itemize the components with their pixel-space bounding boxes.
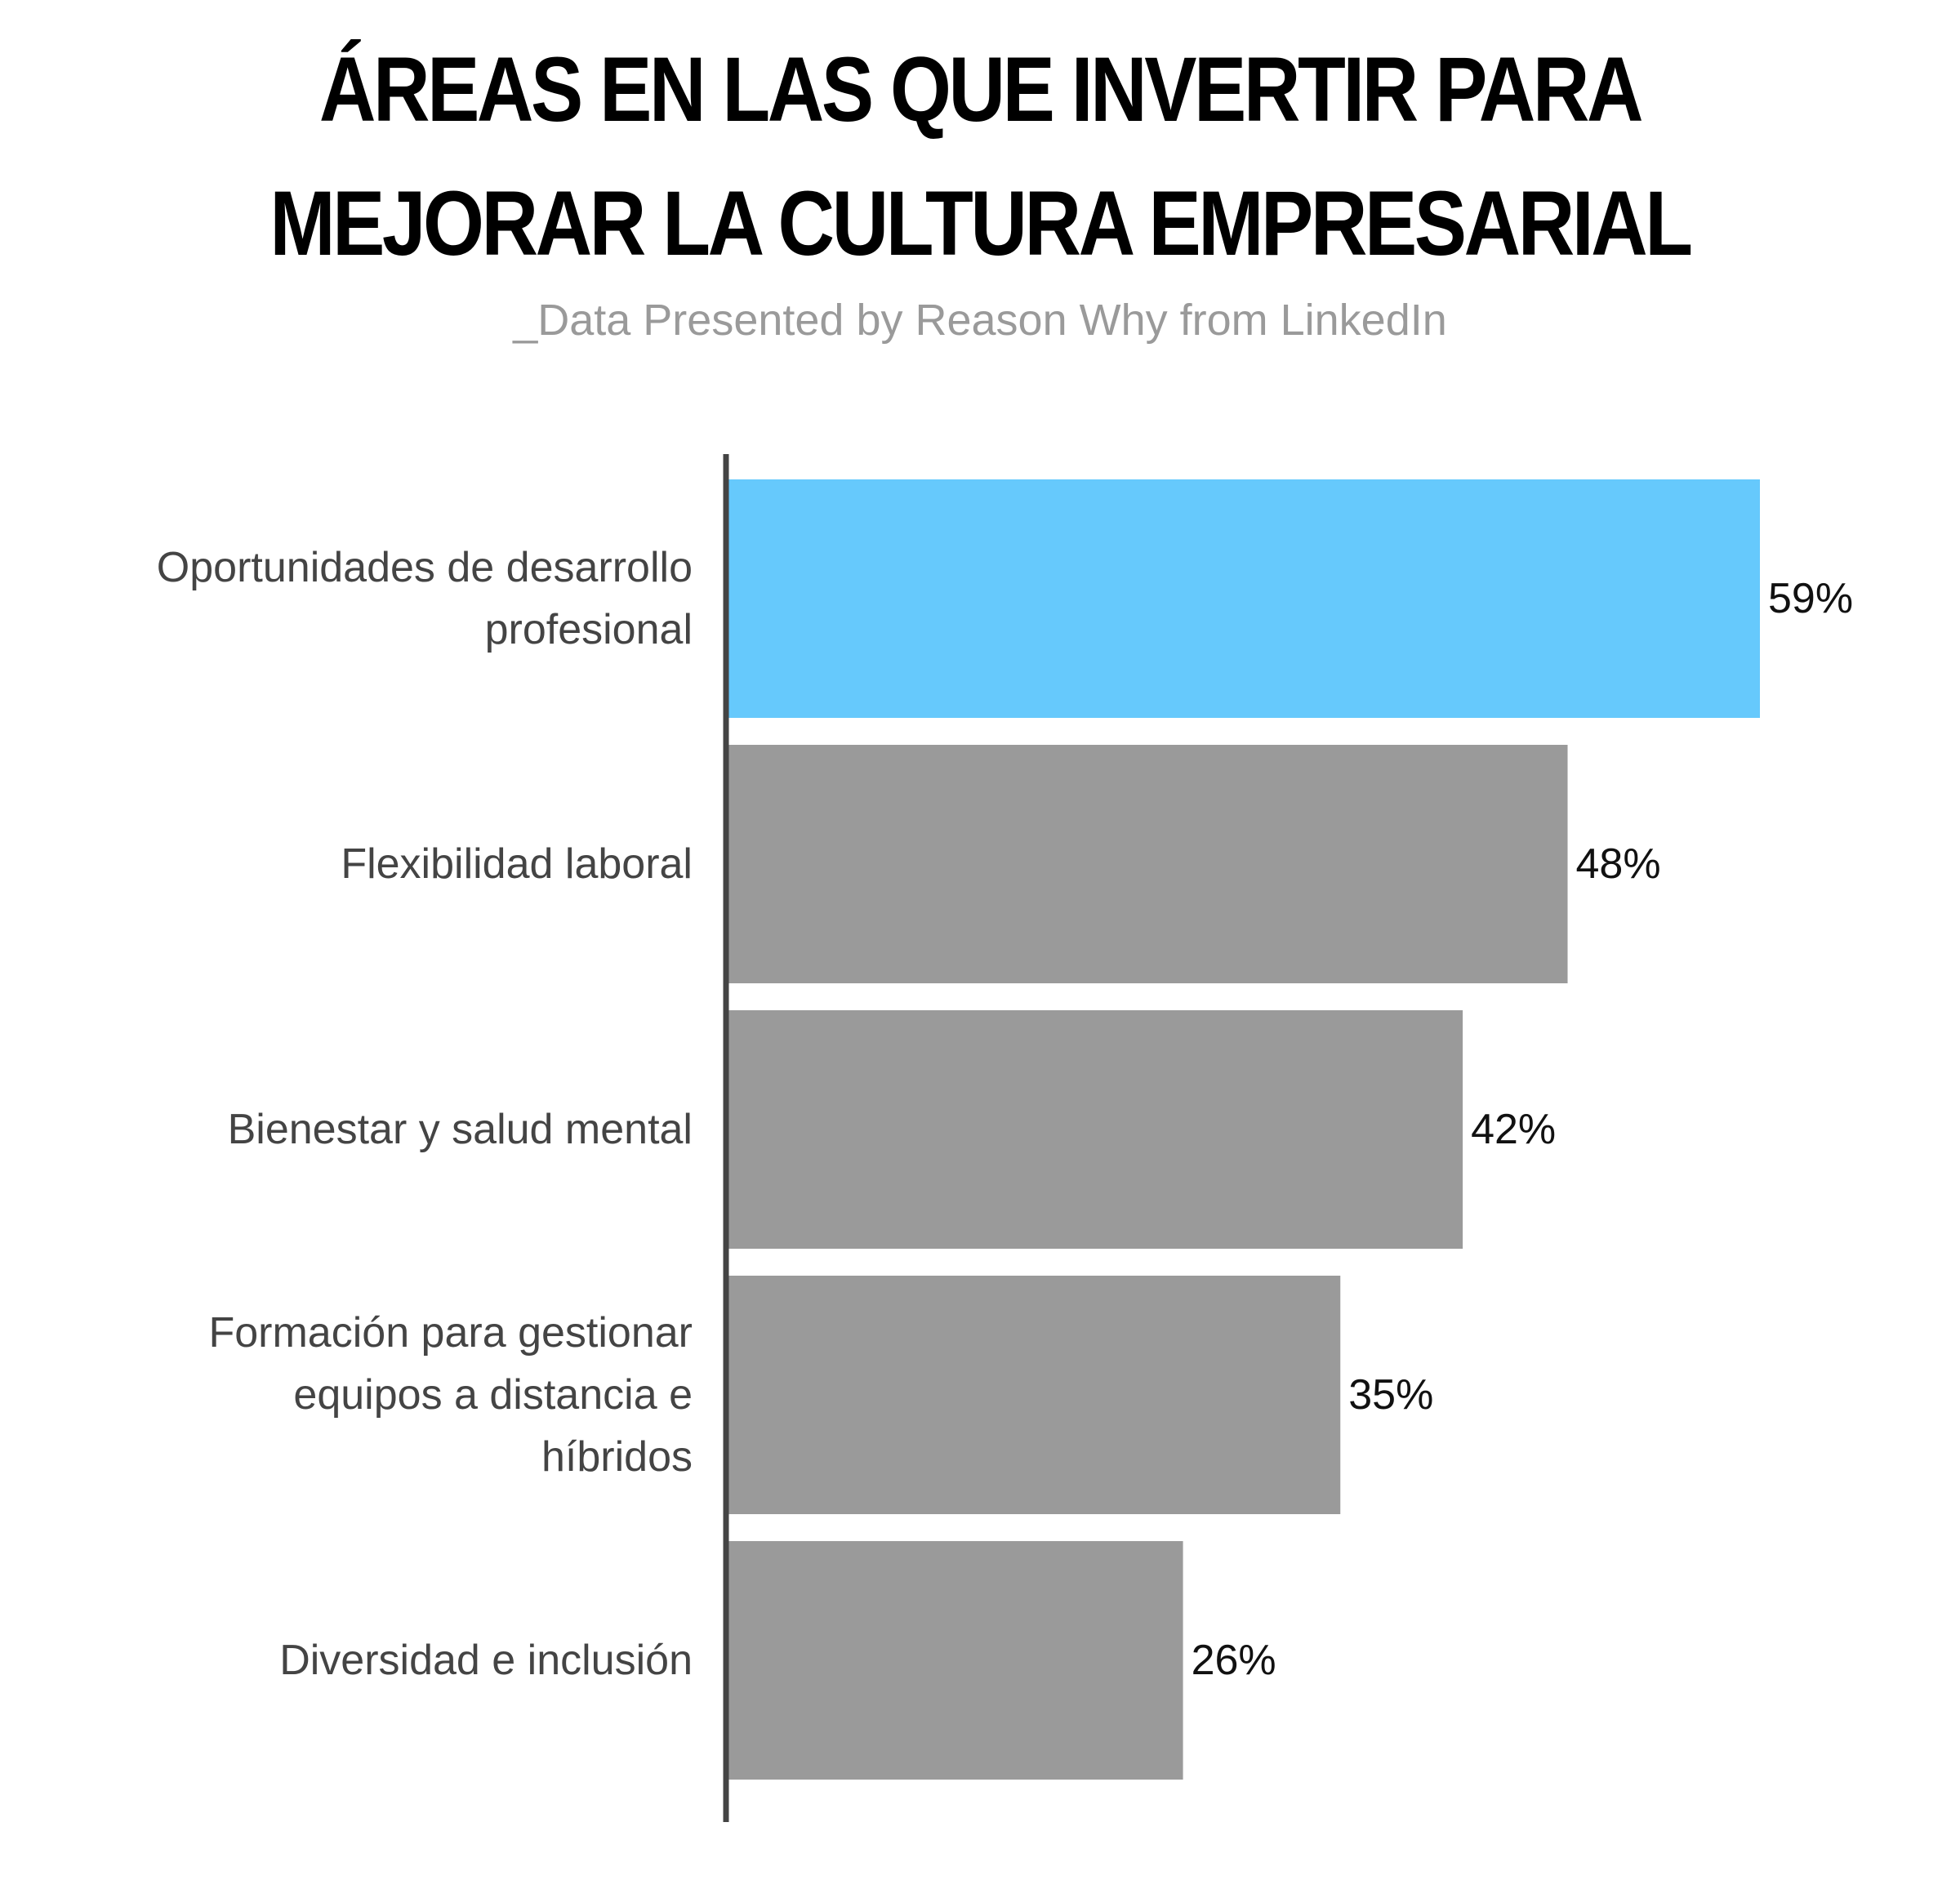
- category-label-2: Flexibilidad laboral: [341, 840, 693, 888]
- category-label-4: Formación para gestionar equipos a distan…: [208, 1309, 693, 1481]
- category-label-3: Bienestar y salud mental: [228, 1106, 693, 1153]
- value-label-2: 48%: [1576, 840, 1661, 888]
- bar-4: [728, 1276, 1341, 1514]
- category-label-line: Formación para gestionar: [208, 1309, 693, 1357]
- category-label-line: Flexibilidad laboral: [341, 840, 693, 888]
- bar-1: [728, 479, 1760, 718]
- value-label-4: 35%: [1348, 1371, 1433, 1419]
- value-labels-group: 59% 48% 42% 35% 26%: [1192, 575, 1854, 1684]
- category-label-line: Oportunidades de desarrollo: [157, 544, 693, 591]
- category-label-line: profesional: [485, 606, 693, 653]
- category-label-line: híbridos: [541, 1433, 693, 1481]
- value-label-5: 26%: [1192, 1637, 1276, 1684]
- bars-group: [728, 479, 1760, 1780]
- category-label-line: equipos a distancia e: [293, 1371, 693, 1419]
- chart-title: ÁREAS EN LAS QUE INVERTIR PARA MEJORAR L…: [270, 38, 1693, 274]
- category-label-line: Bienestar y salud mental: [228, 1106, 693, 1153]
- value-label-1: 59%: [1768, 575, 1853, 622]
- bar-5: [728, 1541, 1183, 1780]
- bar-3: [728, 1010, 1463, 1249]
- category-label-1: Oportunidades de desarrollo profesional: [157, 544, 693, 653]
- value-label-3: 42%: [1471, 1106, 1556, 1153]
- category-label-5: Diversidad e inclusión: [279, 1637, 693, 1684]
- category-labels-group: Oportunidades de desarrollo profesional Fl…: [157, 544, 693, 1684]
- category-label-line: Diversidad e inclusión: [279, 1637, 693, 1684]
- bar-2: [728, 745, 1568, 983]
- chart-subtitle: _Data Presented by Reason Why from Linke…: [513, 296, 1447, 345]
